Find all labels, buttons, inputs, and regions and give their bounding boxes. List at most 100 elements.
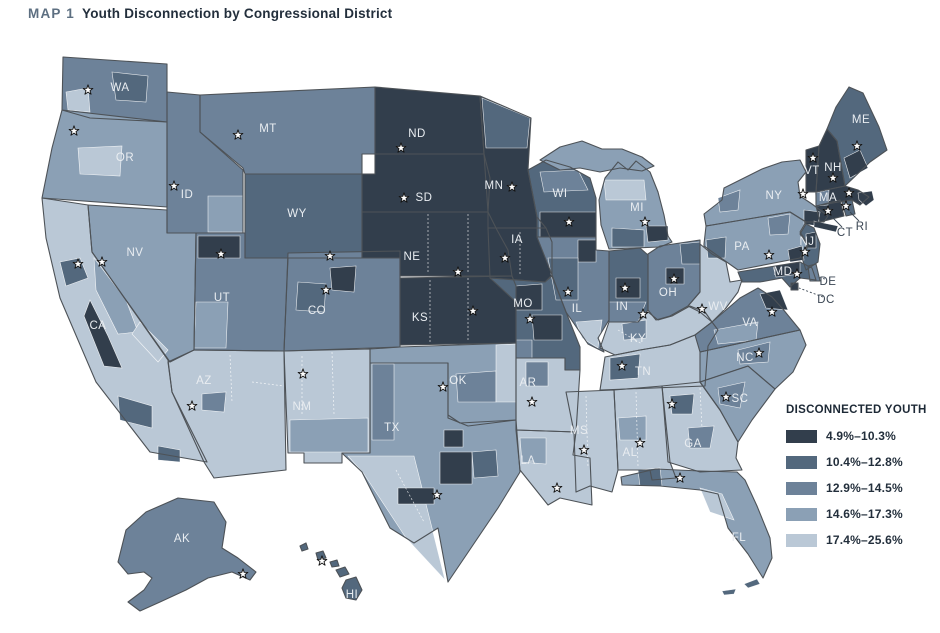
state-ak — [118, 498, 256, 611]
state-label-dc: DC — [817, 294, 835, 306]
state-mt — [200, 87, 375, 174]
capital-star-ky-icon — [637, 308, 649, 319]
state-border-il — [536, 236, 610, 353]
capital-star-ar-icon — [526, 396, 538, 407]
capital-star-ri-icon — [840, 200, 852, 211]
state-border-hi — [315, 550, 327, 561]
state-mi — [540, 141, 654, 172]
legend: DISCONNECTED YOUTH 4.9%–10.3% 10.4%–12.8%… — [786, 404, 940, 553]
state-label-or: OR — [116, 152, 134, 164]
state-label-ga: GA — [684, 438, 702, 450]
district-patch-21 — [397, 487, 435, 505]
map-title-text: Youth Disconnection by Congressional Dis… — [82, 6, 393, 21]
legend-label: 4.9%–10.3% — [826, 429, 897, 443]
state-label-al: AL — [622, 447, 637, 459]
state-me — [827, 87, 887, 186]
state-label-ks: KS — [412, 312, 428, 324]
state-label-fl: FL — [732, 532, 747, 544]
state-label-ok: OK — [449, 375, 467, 387]
capital-star-ak-icon — [237, 568, 249, 579]
state-az — [168, 350, 286, 478]
district-patch-14 — [201, 391, 227, 413]
state-border-hi — [329, 559, 340, 568]
leader-line-1 — [849, 211, 860, 222]
district-patch-27 — [515, 339, 533, 359]
state-border-ma — [815, 185, 870, 207]
state-nd — [375, 87, 484, 154]
capital-star-id-icon — [168, 180, 180, 191]
state-label-mn: MN — [485, 180, 504, 192]
district-patch-35 — [577, 239, 597, 263]
district-lines — [229, 214, 703, 523]
state-label-mo: MO — [513, 298, 533, 310]
capital-star-me-icon — [851, 140, 863, 151]
state-label-ct: CT — [837, 227, 853, 239]
district-patch-56 — [767, 213, 791, 236]
state-border-la — [515, 429, 593, 506]
state-label-ms: MS — [570, 425, 588, 437]
state-hi — [336, 567, 349, 577]
legend-label: 14.6%–17.3% — [826, 507, 903, 521]
state-border-or — [41, 109, 168, 208]
legend-label: 17.4%–25.6% — [826, 533, 903, 547]
capital-star-ok-icon — [437, 381, 449, 392]
district-patch-11 — [193, 301, 229, 349]
legend-swatch — [786, 455, 817, 469]
district-patch-34 — [603, 179, 647, 201]
state-label-nh: NH — [824, 162, 842, 174]
state-border-mi — [598, 160, 673, 250]
district-patch-50 — [737, 341, 771, 365]
district-patch-12 — [329, 265, 357, 293]
capital-star-nj-icon — [799, 246, 811, 257]
state-label-de: DE — [820, 276, 837, 288]
state-label-nm: NM — [293, 401, 312, 413]
state-wv — [688, 244, 742, 322]
capital-star-mo-icon — [524, 313, 536, 324]
state-label-va: VA — [742, 317, 758, 329]
district-patch-58 — [717, 189, 741, 213]
district-patch-23 — [471, 449, 499, 479]
capital-star-wa-icon — [82, 84, 94, 95]
capital-star-ca-icon — [72, 258, 84, 269]
district-patch-0 — [111, 71, 149, 103]
capital-star-wy-icon — [324, 250, 336, 261]
state-border-wa — [61, 56, 168, 123]
state-label-nj: NJ — [799, 236, 814, 248]
district-patch-49 — [717, 381, 746, 409]
district-patch-3 — [59, 257, 89, 287]
capital-star-mn-icon — [506, 181, 518, 192]
state-label-pa: PA — [734, 241, 750, 253]
legend-swatch — [786, 507, 817, 521]
state-label-ne: NE — [404, 251, 421, 263]
district-line-11 — [699, 387, 703, 429]
district-line-9 — [585, 395, 589, 469]
state-label-ia: IA — [511, 234, 523, 246]
capital-star-wi-icon — [563, 216, 575, 227]
capital-star-tx-icon — [431, 489, 443, 500]
state-ks — [400, 276, 516, 345]
district-patch-45 — [669, 393, 695, 415]
state-label-sc: SC — [732, 393, 749, 405]
capital-star-mt-icon — [232, 129, 244, 140]
district-patch-48 — [699, 487, 735, 521]
legend-swatch — [786, 533, 817, 547]
state-border-dc — [790, 282, 799, 291]
district-patches — [59, 71, 875, 596]
district-patch-65 — [743, 578, 761, 589]
state-label-mi: MI — [630, 202, 644, 214]
district-patch-18 — [371, 363, 395, 441]
district-patch-31 — [539, 169, 589, 193]
district-patch-46 — [687, 425, 715, 449]
state-ne — [362, 212, 512, 276]
state-ky — [600, 306, 712, 355]
capital-star-la-icon — [551, 482, 563, 493]
capital-star-pa-icon — [763, 249, 775, 260]
capital-star-wv-icon — [696, 303, 708, 314]
capital-star-ut-icon — [215, 248, 227, 259]
state-label-la: LA — [520, 455, 535, 467]
district-patch-10 — [197, 235, 241, 259]
district-patch-43 — [609, 353, 641, 381]
capital-star-nv-icon — [96, 256, 108, 267]
legend-row-4: 17.4%–25.6% — [786, 527, 940, 553]
